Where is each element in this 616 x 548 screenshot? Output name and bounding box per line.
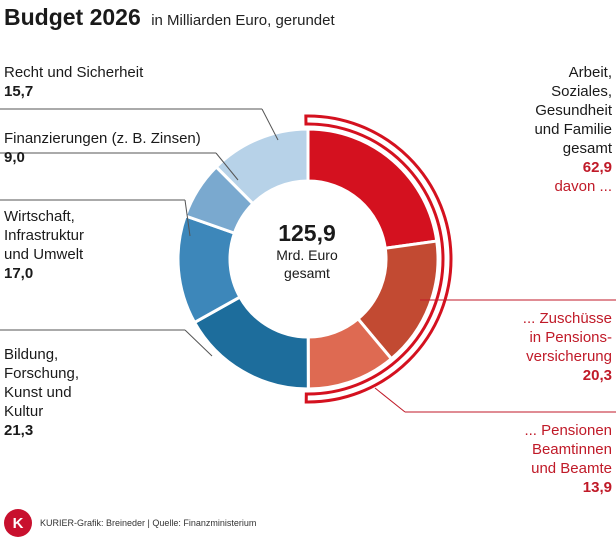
donut-slice-6: [214, 127, 310, 206]
label-wirtschaft: Wirtschaft, Infrastruktur und Umwelt 17,…: [4, 207, 84, 283]
label-pensionen: ... Pensionen Beamtinnen und Beamte 13,9: [524, 421, 612, 497]
chart-title: Budget 2026: [4, 4, 141, 30]
label-recht: Recht und Sicherheit 15,7: [4, 63, 143, 101]
label-pensionen-line: ... Pensionen: [524, 422, 612, 439]
label-pensionen-line: Beamtinnen: [531, 441, 612, 458]
label-arbeit-line: Arbeit,: [568, 64, 612, 81]
label-finanz: Finanzierungen (z. B. Zinsen) 9,0: [4, 129, 201, 167]
label-zuschuesse: ... Zuschüsse in Pensions- versicherung …: [523, 309, 612, 385]
label-wirtschaft-value: 17,0: [4, 265, 34, 282]
label-pensionen-value: 13,9: [582, 479, 612, 496]
label-arbeit-line: Soziales,: [551, 83, 612, 100]
label-zuschuesse-line: ... Zuschüsse: [522, 310, 612, 327]
arbeit-group-bracket: [304, 114, 453, 404]
label-bildung: Bildung, Forschung, Kunst und Kultur 21,…: [4, 345, 79, 440]
label-zuschuesse-line: versicherung: [526, 348, 612, 365]
label-arbeit-note: davon ...: [554, 178, 612, 195]
label-arbeit-value: 62,9: [582, 159, 612, 176]
total-suffix: gesamt: [284, 265, 330, 281]
footer: K KURIER-Grafik: Breineder | Quelle: Fin…: [4, 508, 256, 538]
label-wirtschaft-line: Infrastruktur: [4, 227, 85, 244]
label-finanz-value: 9,0: [4, 149, 25, 166]
label-bildung-line: Kultur: [4, 403, 44, 420]
kurier-logo-icon: K: [4, 509, 32, 537]
label-arbeit-line: Gesundheit: [535, 102, 612, 119]
label-bildung-value: 21,3: [4, 422, 34, 439]
leader-finanz-diag: [215, 152, 239, 181]
leader-wirtschaft-diag: [184, 199, 191, 237]
label-finanz-name: Finanzierungen (z. B. Zinsen): [4, 130, 201, 147]
total-unit: Mrd. Euro: [276, 247, 338, 263]
label-wirtschaft-line: und Umwelt: [4, 246, 84, 263]
label-bildung-line: Forschung,: [4, 365, 80, 382]
leader-bildung-diag: [184, 329, 213, 357]
leader-recht-diag: [261, 108, 279, 141]
label-wirtschaft-line: Wirtschaft,: [4, 208, 75, 225]
label-bildung-line: Kunst und: [4, 384, 72, 401]
label-recht-value: 15,7: [4, 83, 34, 100]
chart-subtitle: in Milliarden Euro, gerundet: [151, 12, 335, 29]
donut-center: 125,9 Mrd. Euro gesamt: [237, 220, 377, 282]
leader-pensionen: [374, 387, 406, 413]
label-recht-name: Recht und Sicherheit: [4, 64, 144, 81]
label-arbeit-line: und Familie: [534, 121, 612, 138]
source-credit: KURIER-Grafik: Breineder | Quelle: Finan…: [40, 518, 257, 528]
label-zuschuesse-line: in Pensions-: [529, 329, 612, 346]
chart-header: Budget 2026 in Milliarden Euro, gerundet: [4, 4, 335, 31]
label-pensionen-line: und Beamte: [531, 460, 612, 477]
label-arbeit-line: gesamt: [562, 140, 612, 157]
label-arbeit: Arbeit, Soziales, Gesundheit und Familie…: [534, 63, 612, 196]
label-bildung-line: Bildung,: [4, 346, 59, 363]
label-zuschuesse-value: 20,3: [582, 367, 612, 384]
total-value: 125,9: [278, 220, 336, 246]
